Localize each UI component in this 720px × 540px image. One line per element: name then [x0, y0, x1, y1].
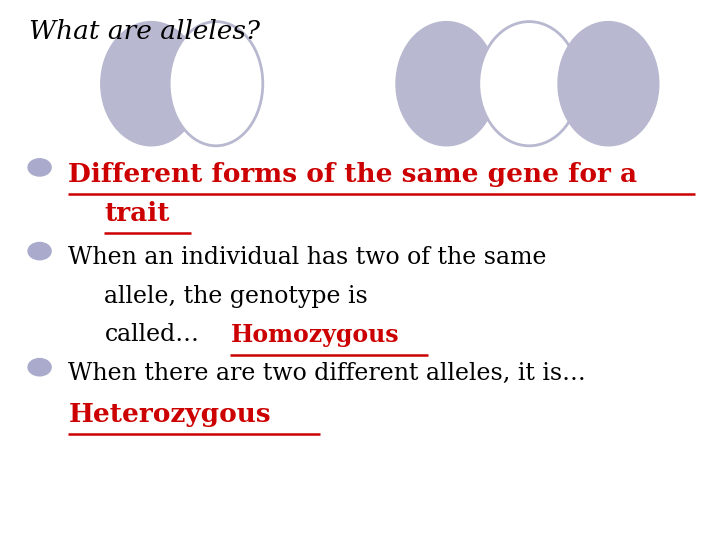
Text: When an individual has two of the same: When an individual has two of the same: [68, 246, 547, 269]
Text: Different forms of the same gene for a: Different forms of the same gene for a: [68, 162, 637, 187]
Text: Homozygous: Homozygous: [230, 323, 399, 347]
Ellipse shape: [396, 22, 497, 146]
Ellipse shape: [169, 22, 263, 146]
Text: What are alleles?: What are alleles?: [29, 19, 260, 44]
Circle shape: [28, 242, 51, 260]
Text: allele, the genotype is: allele, the genotype is: [104, 285, 368, 308]
Text: When there are two different alleles, it is…: When there are two different alleles, it…: [68, 362, 586, 385]
Circle shape: [28, 359, 51, 376]
Text: Heterozygous: Heterozygous: [68, 402, 271, 427]
Ellipse shape: [101, 22, 202, 146]
Text: called…: called…: [104, 323, 199, 347]
Ellipse shape: [479, 22, 580, 146]
Ellipse shape: [558, 22, 659, 146]
Circle shape: [28, 159, 51, 176]
Text: trait: trait: [104, 201, 170, 226]
